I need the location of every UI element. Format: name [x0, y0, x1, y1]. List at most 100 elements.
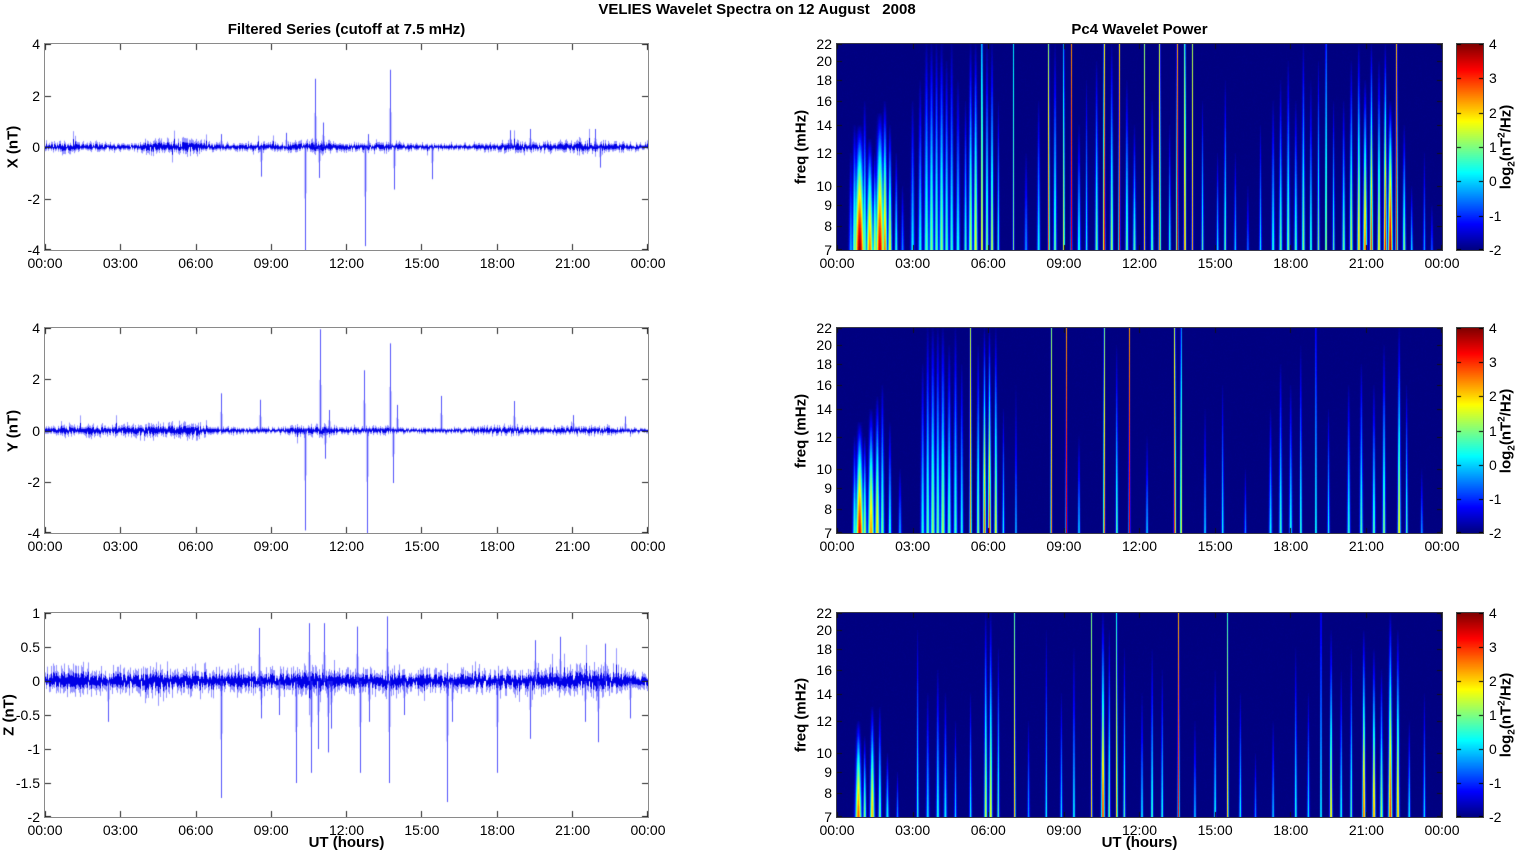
- x-tick-label: 00:00: [819, 538, 855, 554]
- colorbar-label-part: (nT: [1497, 421, 1515, 445]
- colorbar-label-part: log: [1497, 450, 1515, 473]
- x-tick-label: 06:00: [970, 538, 1006, 554]
- colorbar-label-part: log: [1497, 734, 1515, 758]
- x-tick-label: 00:00: [1424, 255, 1460, 271]
- x-tick-label: 00:00: [1424, 538, 1460, 554]
- x-tick-label: 21:00: [555, 538, 591, 554]
- colorbar-tick-label: -1: [1489, 207, 1502, 224]
- colorbar-tick-label: 0: [1489, 456, 1497, 473]
- colorbar-label-part: 2: [1496, 132, 1508, 138]
- x-tick-label: 12:00: [328, 822, 365, 838]
- x-tick-label: 21:00: [1348, 255, 1384, 271]
- x-tick-label: 18:00: [479, 538, 515, 554]
- freq-tick-label: 10: [816, 745, 832, 762]
- x-tick-label: 21:00: [1348, 538, 1384, 554]
- colorbar-label-part: log: [1497, 166, 1515, 190]
- x-wavelet-heatmap: [836, 43, 1443, 251]
- colorbar-x-wavelet: [1456, 43, 1484, 251]
- y-tick-label: -4: [27, 242, 40, 258]
- colorbar-label-part: 2: [1506, 161, 1518, 167]
- colorbar-label-part: /Hz): [1497, 104, 1515, 133]
- colorbar-tick-label: 1: [1489, 707, 1497, 723]
- y-tick-label: -2: [27, 473, 40, 490]
- x-tick-label: 18:00: [1273, 255, 1309, 271]
- x-tick-label: 03:00: [895, 822, 931, 838]
- freq-tick-label: 8: [824, 217, 832, 234]
- freq-tick-label: 8: [824, 501, 832, 518]
- x-tick-label: 18:00: [1273, 538, 1309, 554]
- x-tick-label: 00:00: [1424, 822, 1460, 838]
- colorbar-tick-label: 4: [1489, 320, 1497, 336]
- y-tick-label: -1: [27, 741, 40, 757]
- colorbar-label-part: 2: [1496, 415, 1508, 422]
- freq-tick-label: 7: [824, 809, 832, 825]
- colorbar-label-part: 2: [1506, 444, 1518, 451]
- freq-tick-label: 12: [816, 712, 832, 729]
- freq-tick-label: 9: [824, 764, 832, 781]
- colorbar-label-part: /Hz): [1497, 388, 1515, 416]
- x-tick-label: 00:00: [630, 822, 666, 838]
- y-tick-label: 4: [32, 36, 40, 52]
- x-tick-label: 15:00: [404, 822, 440, 838]
- x-tick-label: 21:00: [1348, 822, 1384, 838]
- colorbar-tick-label: -2: [1489, 525, 1502, 541]
- y-tick-label: 2: [32, 371, 40, 388]
- freq-tick-label: 16: [816, 377, 832, 393]
- y-tick-label: 1: [32, 605, 40, 621]
- x-tick-label: 12:00: [328, 255, 365, 271]
- freq-tick-label: 22: [816, 320, 832, 336]
- colorbar-tick-label: -1: [1489, 775, 1502, 791]
- colorbar-label-part: (nT: [1497, 705, 1515, 730]
- x-tick-label: 06:00: [178, 255, 214, 271]
- x-tick-label: 15:00: [1197, 538, 1233, 554]
- colorbar-tick-label: 3: [1489, 639, 1497, 655]
- colorbar-tick-label: -2: [1489, 242, 1502, 258]
- colorbar-tick-label: 0: [1489, 173, 1497, 190]
- freq-tick-label: 20: [816, 337, 832, 354]
- x-tick-label: 15:00: [404, 538, 440, 554]
- x-tick-label: 12:00: [328, 538, 365, 554]
- freq-tick-label: 14: [816, 117, 832, 134]
- freq-tick-label: 16: [816, 93, 832, 110]
- x-tick-label: 09:00: [253, 255, 289, 271]
- left-x-axis-label: UT (hours): [308, 834, 385, 851]
- x-tick-label: 09:00: [1046, 255, 1082, 271]
- y-tick-label: -2: [27, 190, 40, 207]
- x-tick-label: 00:00: [630, 538, 666, 554]
- freq-tick-label: 7: [824, 242, 832, 258]
- x-tick-label: 00:00: [27, 822, 63, 838]
- colorbar-label: log2(nT2/Hz): [1497, 105, 1518, 189]
- colorbar-tick-label: 1: [1489, 139, 1497, 155]
- colorbar-label-part: (nT: [1497, 137, 1515, 162]
- colorbar-tick-label: -2: [1489, 809, 1502, 825]
- colorbar-tick-label: 3: [1489, 70, 1497, 87]
- freq-tick-label: 8: [824, 785, 832, 802]
- x-tick-label: 18:00: [479, 255, 515, 271]
- x-tick-label: 03:00: [102, 255, 138, 271]
- x-tick-label: 00:00: [27, 538, 63, 554]
- freq-tick-label: 10: [816, 461, 832, 478]
- x-tick-label: 12:00: [1121, 255, 1158, 271]
- x-tick-label: 00:00: [819, 822, 855, 838]
- freq-tick-label: 9: [824, 196, 832, 213]
- freq-tick-label: 14: [816, 400, 832, 417]
- y-tick-label: 0.5: [20, 639, 40, 655]
- colorbar-label-part: /Hz): [1497, 672, 1515, 701]
- figure-title: VELIES Wavelet Spectra on 12 August 2008: [598, 1, 916, 18]
- x-tick-label: 00:00: [27, 255, 63, 271]
- freq-tick-label: 18: [816, 640, 832, 657]
- x-tick-label: 00:00: [819, 255, 855, 271]
- colorbar-z-wavelet: [1456, 612, 1484, 818]
- x-tick-label: 03:00: [895, 538, 931, 554]
- y-series-plot: [44, 327, 649, 534]
- colorbar-label-part: 2: [1496, 700, 1508, 706]
- x-tick-label: 09:00: [1046, 822, 1082, 838]
- y-tick-label: 0: [32, 422, 40, 439]
- x-tick-label: 00:00: [630, 255, 666, 271]
- x-tick-label: 06:00: [970, 255, 1006, 271]
- x-tick-label: 18:00: [1273, 822, 1309, 838]
- colorbar-y-wavelet: [1456, 327, 1484, 534]
- left-column-title: Filtered Series (cutoff at 7.5 mHz): [227, 21, 466, 38]
- freq-tick-label: 12: [816, 428, 832, 445]
